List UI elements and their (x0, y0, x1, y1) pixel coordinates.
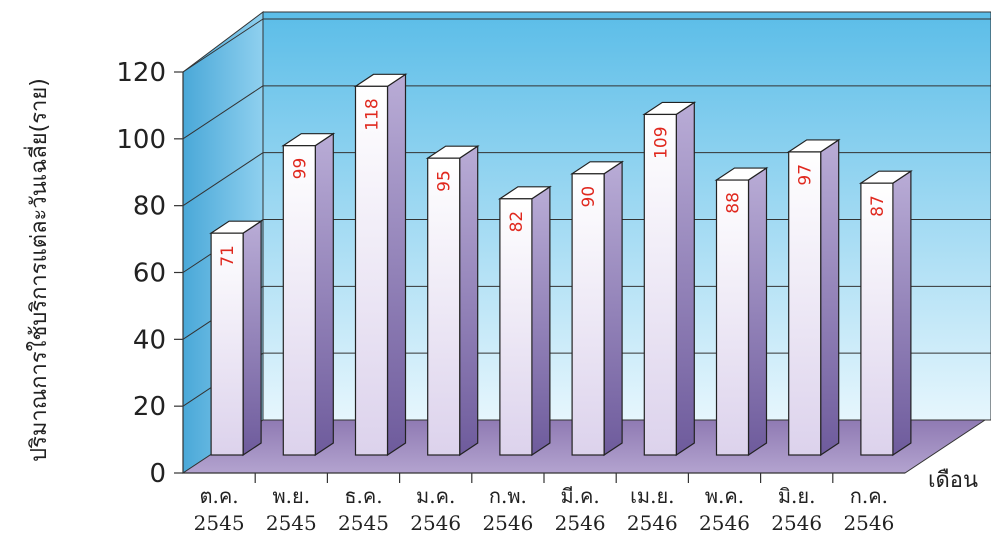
gridline-left (182, 152, 264, 207)
bar-value-label: 88 (724, 192, 744, 214)
bar-front (354, 85, 389, 456)
bar-value-label: 97 (796, 164, 816, 186)
x-tick-label-month: ธ.ค. (344, 484, 382, 508)
bar-side (675, 101, 695, 457)
x-tick-label-year: 2546 (699, 511, 750, 535)
bar-value-label: 118 (363, 98, 383, 130)
x-tick-label-year: 2545 (338, 511, 389, 535)
bar-front (860, 182, 894, 456)
bar-front (715, 179, 750, 456)
bar-value-label: 71 (218, 245, 238, 267)
bar-value-label: 87 (868, 195, 888, 217)
bar-value-label: 82 (507, 211, 527, 233)
y-tick-label: 0 (149, 459, 166, 489)
x-tick-label-year: 2546 (482, 511, 533, 535)
x-tick-label-year: 2546 (843, 511, 894, 535)
gridline-left (182, 18, 264, 73)
x-tick-label-month: ต.ค. (200, 484, 239, 508)
bar-front (643, 113, 677, 456)
bar-side (459, 145, 479, 457)
bar: 87 (858, 170, 913, 457)
x-tick-label-month: เม.ย. (630, 484, 674, 508)
bar: 97 (786, 138, 841, 457)
bars: 71 99 118 95 82 90 109 88 97 87 (209, 73, 913, 457)
bar: 118 (353, 73, 408, 457)
bar-value-label: 109 (651, 126, 671, 158)
bar: 95 (425, 145, 480, 457)
bar-side (603, 160, 623, 457)
x-tick-label-year: 2546 (410, 511, 461, 535)
bar-front (210, 232, 244, 456)
x-axis: ต.ค. 2545 พ.ย. 2545 ธ.ค. 2545 ม.ค. 2546 ก.พ. 2546… (183, 472, 905, 535)
x-tick-label-year: 2545 (266, 511, 317, 535)
x-tick-label-year: 2546 (627, 511, 678, 535)
bar-front (427, 157, 461, 456)
bar: 82 (497, 185, 552, 457)
x-tick-label-year: 2546 (555, 511, 606, 535)
bar-side (386, 73, 407, 457)
x-tick-label-month: มี.ค. (560, 484, 599, 508)
bar-side (314, 132, 334, 457)
x-axis-label: เดือน (928, 468, 978, 493)
y-tick-label: 80 (133, 192, 166, 222)
bar: 88 (714, 166, 769, 457)
x-tick-label-month: พ.ค. (705, 484, 744, 508)
bar: 90 (570, 160, 625, 457)
x-tick-label-month: ก.ค. (850, 484, 888, 508)
gridline-left (182, 85, 264, 140)
bar-side (747, 166, 768, 457)
bar: 109 (642, 101, 697, 457)
bar-side (892, 170, 912, 457)
bar-front (788, 151, 822, 456)
y-tick-label: 120 (116, 58, 166, 88)
y-axis-label: ปริมาณการใช้บริการแต่ละวันเฉลี่ย(ราย) (23, 78, 52, 462)
bar-value-label: 95 (435, 170, 455, 192)
y-axis: 0 20 40 60 80 100 120 (116, 58, 184, 489)
y-tick-label: 60 (133, 259, 166, 289)
bar-value-label: 90 (579, 186, 599, 208)
x-tick-label-year: 2546 (771, 511, 822, 535)
bar-front (499, 198, 533, 456)
bar: 71 (209, 220, 264, 457)
bar: 99 (281, 132, 336, 457)
y-tick-label: 20 (133, 392, 166, 422)
bar-value-label: 99 (290, 158, 310, 180)
x-tick-label-month: ก.พ. (489, 484, 527, 508)
bar-side (531, 185, 551, 457)
bar-side (242, 220, 262, 457)
y-tick-label: 40 (133, 325, 166, 355)
bar-front (571, 173, 605, 456)
x-tick-label-year: 2545 (194, 511, 245, 535)
bar-front (282, 145, 316, 456)
y-tick-label: 100 (116, 125, 166, 155)
x-tick-label-month: พ.ย. (272, 484, 310, 508)
x-tick-label-month: มิ.ย. (778, 484, 816, 508)
bar-side (820, 138, 840, 457)
x-tick-label-month: ม.ค. (416, 484, 455, 508)
